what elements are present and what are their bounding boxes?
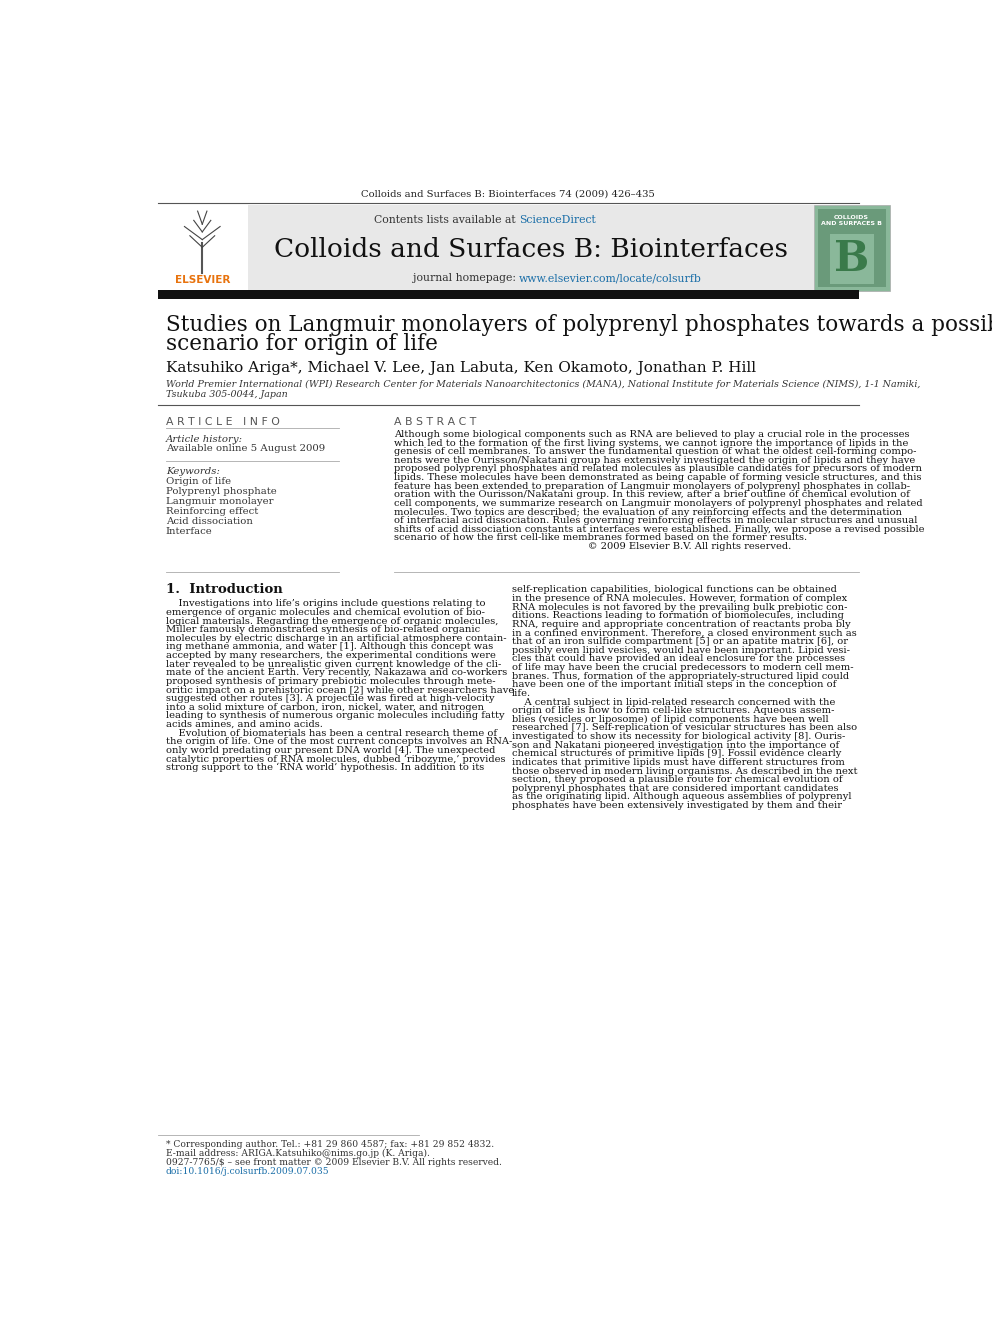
Text: cell components, we summarize research on Langmuir monolayers of polyprenyl phos: cell components, we summarize research o… [394, 499, 923, 508]
Text: catalytic properties of RNA molecules, dubbed ‘ribozyme,’ provides: catalytic properties of RNA molecules, d… [166, 754, 505, 763]
Text: shifts of acid dissociation constants at interfaces were established. Finally, w: shifts of acid dissociation constants at… [394, 525, 925, 533]
Text: ing methane ammonia, and water [1]. Although this concept was: ing methane ammonia, and water [1]. Alth… [166, 643, 493, 651]
Text: Although some biological components such as RNA are believed to play a crucial r: Although some biological components such… [394, 430, 910, 439]
Text: accepted by many researchers, the experimental conditions were: accepted by many researchers, the experi… [166, 651, 496, 660]
Text: Reinforcing effect: Reinforcing effect [166, 507, 258, 516]
FancyBboxPatch shape [248, 205, 813, 291]
Text: Investigations into life’s origins include questions relating to: Investigations into life’s origins inclu… [166, 599, 485, 609]
Text: lipids. These molecules have been demonstrated as being capable of forming vesic: lipids. These molecules have been demons… [394, 474, 922, 482]
Text: molecules. Two topics are described; the evaluation of any reinforcing effects a: molecules. Two topics are described; the… [394, 508, 902, 516]
Text: section, they proposed a plausible route for chemical evolution of: section, they proposed a plausible route… [512, 775, 842, 785]
Text: blies (vesicles or liposome) of lipid components have been well: blies (vesicles or liposome) of lipid co… [512, 714, 828, 724]
Text: branes. Thus, formation of the appropriately-structured lipid could: branes. Thus, formation of the appropria… [512, 672, 848, 681]
Text: Contents lists available at: Contents lists available at [374, 216, 519, 225]
Text: Tsukuba 305-0044, Japan: Tsukuba 305-0044, Japan [166, 390, 288, 398]
Text: cles that could have provided an ideal enclosure for the processes: cles that could have provided an ideal e… [512, 655, 844, 663]
Text: that of an iron sulfide compartment [5] or an apatite matrix [6], or: that of an iron sulfide compartment [5] … [512, 638, 847, 646]
Text: chemical structures of primitive lipids [9]. Fossil evidence clearly: chemical structures of primitive lipids … [512, 749, 841, 758]
Text: proposed synthesis of primary prebiotic molecules through mete-: proposed synthesis of primary prebiotic … [166, 677, 495, 685]
Text: Studies on Langmuir monolayers of polyprenyl phosphates towards a possible: Studies on Langmuir monolayers of polypr… [166, 314, 992, 336]
Text: Colloids and Surfaces B: Biointerfaces 74 (2009) 426–435: Colloids and Surfaces B: Biointerfaces 7… [361, 189, 656, 198]
Text: possibly even lipid vesicles, would have been important. Lipid vesi-: possibly even lipid vesicles, would have… [512, 646, 849, 655]
Text: which led to the formation of the first living systems, we cannot ignore the imp: which led to the formation of the first … [394, 438, 908, 447]
Text: * Corresponding author. Tel.: +81 29 860 4587; fax: +81 29 852 4832.: * Corresponding author. Tel.: +81 29 860… [166, 1140, 494, 1148]
Text: COLLOIDS
AND SURFACES B: COLLOIDS AND SURFACES B [821, 214, 882, 226]
Text: of interfacial acid dissociation. Rules governing reinforcing effects in molecul: of interfacial acid dissociation. Rules … [394, 516, 917, 525]
Text: E-mail address: ARIGA.Katsuhiko@nims.go.jp (K. Ariga).: E-mail address: ARIGA.Katsuhiko@nims.go.… [166, 1150, 430, 1158]
Text: those observed in modern living organisms. As described in the next: those observed in modern living organism… [512, 766, 857, 775]
Text: A central subject in lipid-related research concerned with the: A central subject in lipid-related resea… [512, 697, 835, 706]
Text: Available online 5 August 2009: Available online 5 August 2009 [166, 443, 325, 452]
Text: Keywords:: Keywords: [166, 467, 219, 476]
FancyBboxPatch shape [158, 290, 859, 299]
Text: Acid dissociation: Acid dissociation [166, 517, 253, 527]
Text: later revealed to be unrealistic given current knowledge of the cli-: later revealed to be unrealistic given c… [166, 660, 501, 668]
Text: feature has been extended to preparation of Langmuir monolayers of polyprenyl ph: feature has been extended to preparation… [394, 482, 910, 491]
Text: Origin of life: Origin of life [166, 476, 231, 486]
Text: strong support to the ‘RNA world’ hypothesis. In addition to its: strong support to the ‘RNA world’ hypoth… [166, 763, 484, 773]
Text: molecules by electric discharge in an artificial atmosphere contain-: molecules by electric discharge in an ar… [166, 634, 507, 643]
Text: researched [7]. Self-replication of vesicular structures has been also: researched [7]. Self-replication of vesi… [512, 724, 857, 733]
Text: origin of life is how to form cell-like structures. Aqueous assem-: origin of life is how to form cell-like … [512, 706, 834, 716]
Text: of life may have been the crucial predecessors to modern cell mem-: of life may have been the crucial predec… [512, 663, 853, 672]
Text: doi:10.1016/j.colsurfb.2009.07.035: doi:10.1016/j.colsurfb.2009.07.035 [166, 1167, 329, 1176]
Text: journal homepage:: journal homepage: [413, 273, 519, 283]
Text: in a confined environment. Therefore, a closed environment such as: in a confined environment. Therefore, a … [512, 628, 856, 638]
Text: leading to synthesis of numerous organic molecules including fatty: leading to synthesis of numerous organic… [166, 712, 505, 721]
Text: scenario for origin of life: scenario for origin of life [166, 332, 437, 355]
Text: A B S T R A C T: A B S T R A C T [394, 417, 476, 427]
Text: ditions. Reactions leading to formation of biomolecules, including: ditions. Reactions leading to formation … [512, 611, 843, 620]
Text: scenario of how the first cell-like membranes formed based on the former results: scenario of how the first cell-like memb… [394, 533, 806, 542]
Text: proposed polyprenyl phosphates and related molecules as plausible candidates for: proposed polyprenyl phosphates and relat… [394, 464, 922, 474]
FancyBboxPatch shape [813, 205, 890, 291]
Text: logical materials. Regarding the emergence of organic molecules,: logical materials. Regarding the emergen… [166, 617, 498, 626]
Text: Colloids and Surfaces B: Biointerfaces: Colloids and Surfaces B: Biointerfaces [274, 237, 788, 262]
Text: as the originating lipid. Although aqueous assemblies of polyprenyl: as the originating lipid. Although aqueo… [512, 792, 851, 802]
Text: into a solid mixture of carbon, iron, nickel, water, and nitrogen: into a solid mixture of carbon, iron, ni… [166, 703, 484, 712]
Text: Polyprenyl phosphate: Polyprenyl phosphate [166, 487, 277, 496]
FancyBboxPatch shape [817, 209, 886, 287]
Text: polyprenyl phosphates that are considered important candidates: polyprenyl phosphates that are considere… [512, 783, 838, 792]
Text: World Premier International (WPI) Research Center for Materials Nanoarchitectoni: World Premier International (WPI) Resear… [166, 380, 921, 389]
Text: genesis of cell membranes. To answer the fundamental question of what the oldest: genesis of cell membranes. To answer the… [394, 447, 917, 456]
Text: self-replication capabilities, biological functions can be obtained: self-replication capabilities, biologica… [512, 586, 836, 594]
Text: RNA, require and appropriate concentration of reactants proba bly: RNA, require and appropriate concentrati… [512, 620, 850, 628]
Text: emergence of organic molecules and chemical evolution of bio-: emergence of organic molecules and chemi… [166, 609, 485, 617]
Text: phosphates have been extensively investigated by them and their: phosphates have been extensively investi… [512, 800, 841, 810]
Text: 0927-7765/$ – see front matter © 2009 Elsevier B.V. All rights reserved.: 0927-7765/$ – see front matter © 2009 El… [166, 1159, 502, 1167]
Text: only world predating our present DNA world [4]. The unexpected: only world predating our present DNA wor… [166, 746, 495, 755]
Text: RNA molecules is not favored by the prevailing bulk prebiotic con-: RNA molecules is not favored by the prev… [512, 603, 847, 611]
Text: A R T I C L E   I N F O: A R T I C L E I N F O [166, 417, 280, 427]
Text: Article history:: Article history: [166, 434, 243, 443]
Text: B: B [834, 238, 869, 280]
Text: mate of the ancient Earth. Very recently, Nakazawa and co-workers: mate of the ancient Earth. Very recently… [166, 668, 507, 677]
Text: son and Nakatani pioneered investigation into the importance of: son and Nakatani pioneered investigation… [512, 741, 839, 750]
Text: 1.  Introduction: 1. Introduction [166, 583, 283, 597]
Text: investigated to show its necessity for biological activity [8]. Ouris-: investigated to show its necessity for b… [512, 732, 845, 741]
Text: oration with the Ourisson/Nakatani group. In this review, after a brief outline : oration with the Ourisson/Nakatani group… [394, 491, 910, 499]
Text: Evolution of biomaterials has been a central research theme of: Evolution of biomaterials has been a cen… [166, 729, 497, 738]
Text: ScienceDirect: ScienceDirect [519, 216, 596, 225]
Text: Interface: Interface [166, 527, 212, 536]
Text: have been one of the important initial steps in the conception of: have been one of the important initial s… [512, 680, 836, 689]
Text: Katsuhiko Ariga*, Michael V. Lee, Jan Labuta, Ken Okamoto, Jonathan P. Hill: Katsuhiko Ariga*, Michael V. Lee, Jan La… [166, 361, 756, 376]
Text: Miller famously demonstrated synthesis of bio-related organic: Miller famously demonstrated synthesis o… [166, 626, 480, 634]
FancyBboxPatch shape [158, 205, 247, 291]
Text: ELSEVIER: ELSEVIER [175, 275, 230, 286]
Text: in the presence of RNA molecules. However, formation of complex: in the presence of RNA molecules. Howeve… [512, 594, 847, 603]
Text: © 2009 Elsevier B.V. All rights reserved.: © 2009 Elsevier B.V. All rights reserved… [394, 542, 791, 552]
Text: the origin of life. One of the most current concepts involves an RNA-: the origin of life. One of the most curr… [166, 737, 512, 746]
Text: acids amines, and amino acids.: acids amines, and amino acids. [166, 720, 322, 729]
Text: life.: life. [512, 689, 531, 699]
Text: indicates that primitive lipids must have different structures from: indicates that primitive lipids must hav… [512, 758, 844, 767]
Text: nents were the Ourisson/Nakatani group has extensively investigated the origin o: nents were the Ourisson/Nakatani group h… [394, 456, 915, 464]
Text: oritic impact on a prehistoric ocean [2] while other researchers have: oritic impact on a prehistoric ocean [2]… [166, 685, 514, 695]
Text: suggested other routes [3]. A projectile was fired at high-velocity: suggested other routes [3]. A projectile… [166, 695, 494, 704]
Text: www.elsevier.com/locate/colsurfb: www.elsevier.com/locate/colsurfb [519, 273, 702, 283]
Text: Langmuir monolayer: Langmuir monolayer [166, 497, 274, 505]
